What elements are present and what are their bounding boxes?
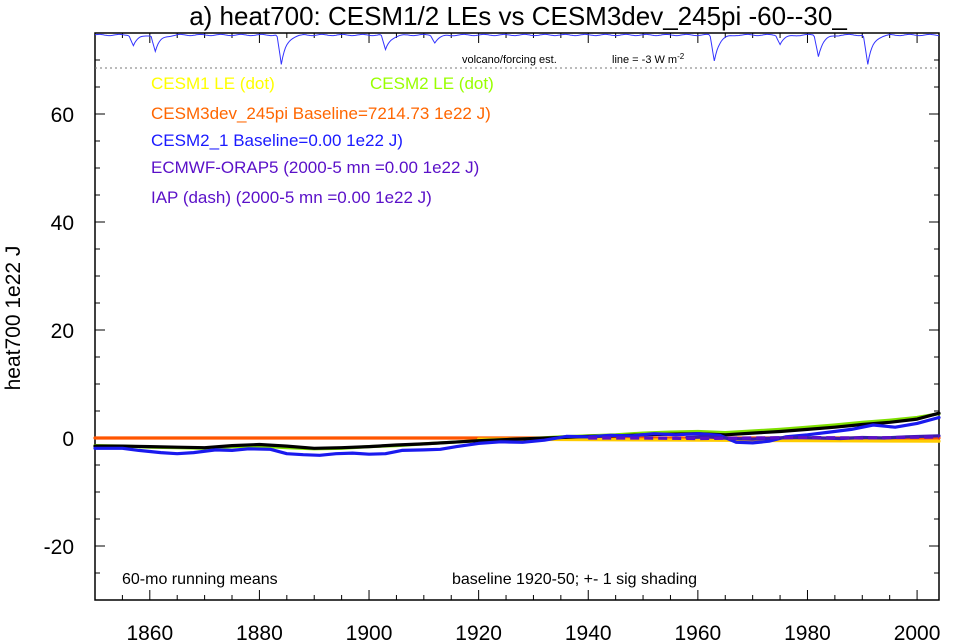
- line-note-text: line = -3 W m: [612, 54, 677, 66]
- series-line-6: [588, 435, 940, 441]
- x-tick-label: 1980: [784, 622, 831, 641]
- y-tick-label: 20: [51, 320, 74, 343]
- legend-entry: ECMWF-ORAP5 (2000-5 mn =0.00 1e22 J): [151, 158, 479, 177]
- y-tick-label: 40: [51, 212, 74, 235]
- chart-title: a) heat700: CESM1/2 LEs vs CESM3dev_245p…: [189, 1, 847, 31]
- x-tick-label: 2000: [894, 622, 941, 641]
- y-axis-label: heat700 1e22 J: [2, 246, 25, 391]
- x-tick-label: 1960: [674, 622, 721, 641]
- volcano-forcing-line: [94, 33, 940, 65]
- legend-entry: CESM2_1 Baseline=0.00 1e22 J): [151, 131, 403, 150]
- y-tick-label: 60: [51, 104, 74, 127]
- legend: CESM1 LE (dot) CESM2 LE (dot) CESM3dev_245…: [151, 74, 494, 207]
- x-tick-label: 1860: [126, 622, 173, 641]
- legend-entry: CESM3dev_245pi Baseline=7214.73 1e22 J): [151, 104, 491, 123]
- y-tick-label: -20: [44, 536, 74, 559]
- line-note-sup: -2: [677, 52, 685, 61]
- x-tick-label: 1900: [346, 622, 393, 641]
- volcano-label: volcano/forcing est.: [462, 54, 557, 66]
- y-tick-label: 0: [62, 428, 74, 451]
- legend-entry: CESM2 LE (dot): [370, 74, 494, 93]
- legend-entry: IAP (dash) (2000-5 mn =0.00 1e22 J): [151, 188, 432, 207]
- running-mean-note: 60-mo running means: [122, 571, 278, 588]
- series-line-3: [93, 411, 941, 450]
- x-tick-label: 1920: [455, 622, 502, 641]
- x-tick-label: 1880: [236, 622, 283, 641]
- legend-entry: CESM1 LE (dot): [151, 74, 275, 93]
- plot-frame: [94, 32, 940, 601]
- x-tick-label: 1940: [565, 622, 612, 641]
- baseline-note: baseline 1920-50; +- 1 sig shading: [452, 571, 697, 588]
- line-note: line = -3 W m-2: [612, 52, 685, 66]
